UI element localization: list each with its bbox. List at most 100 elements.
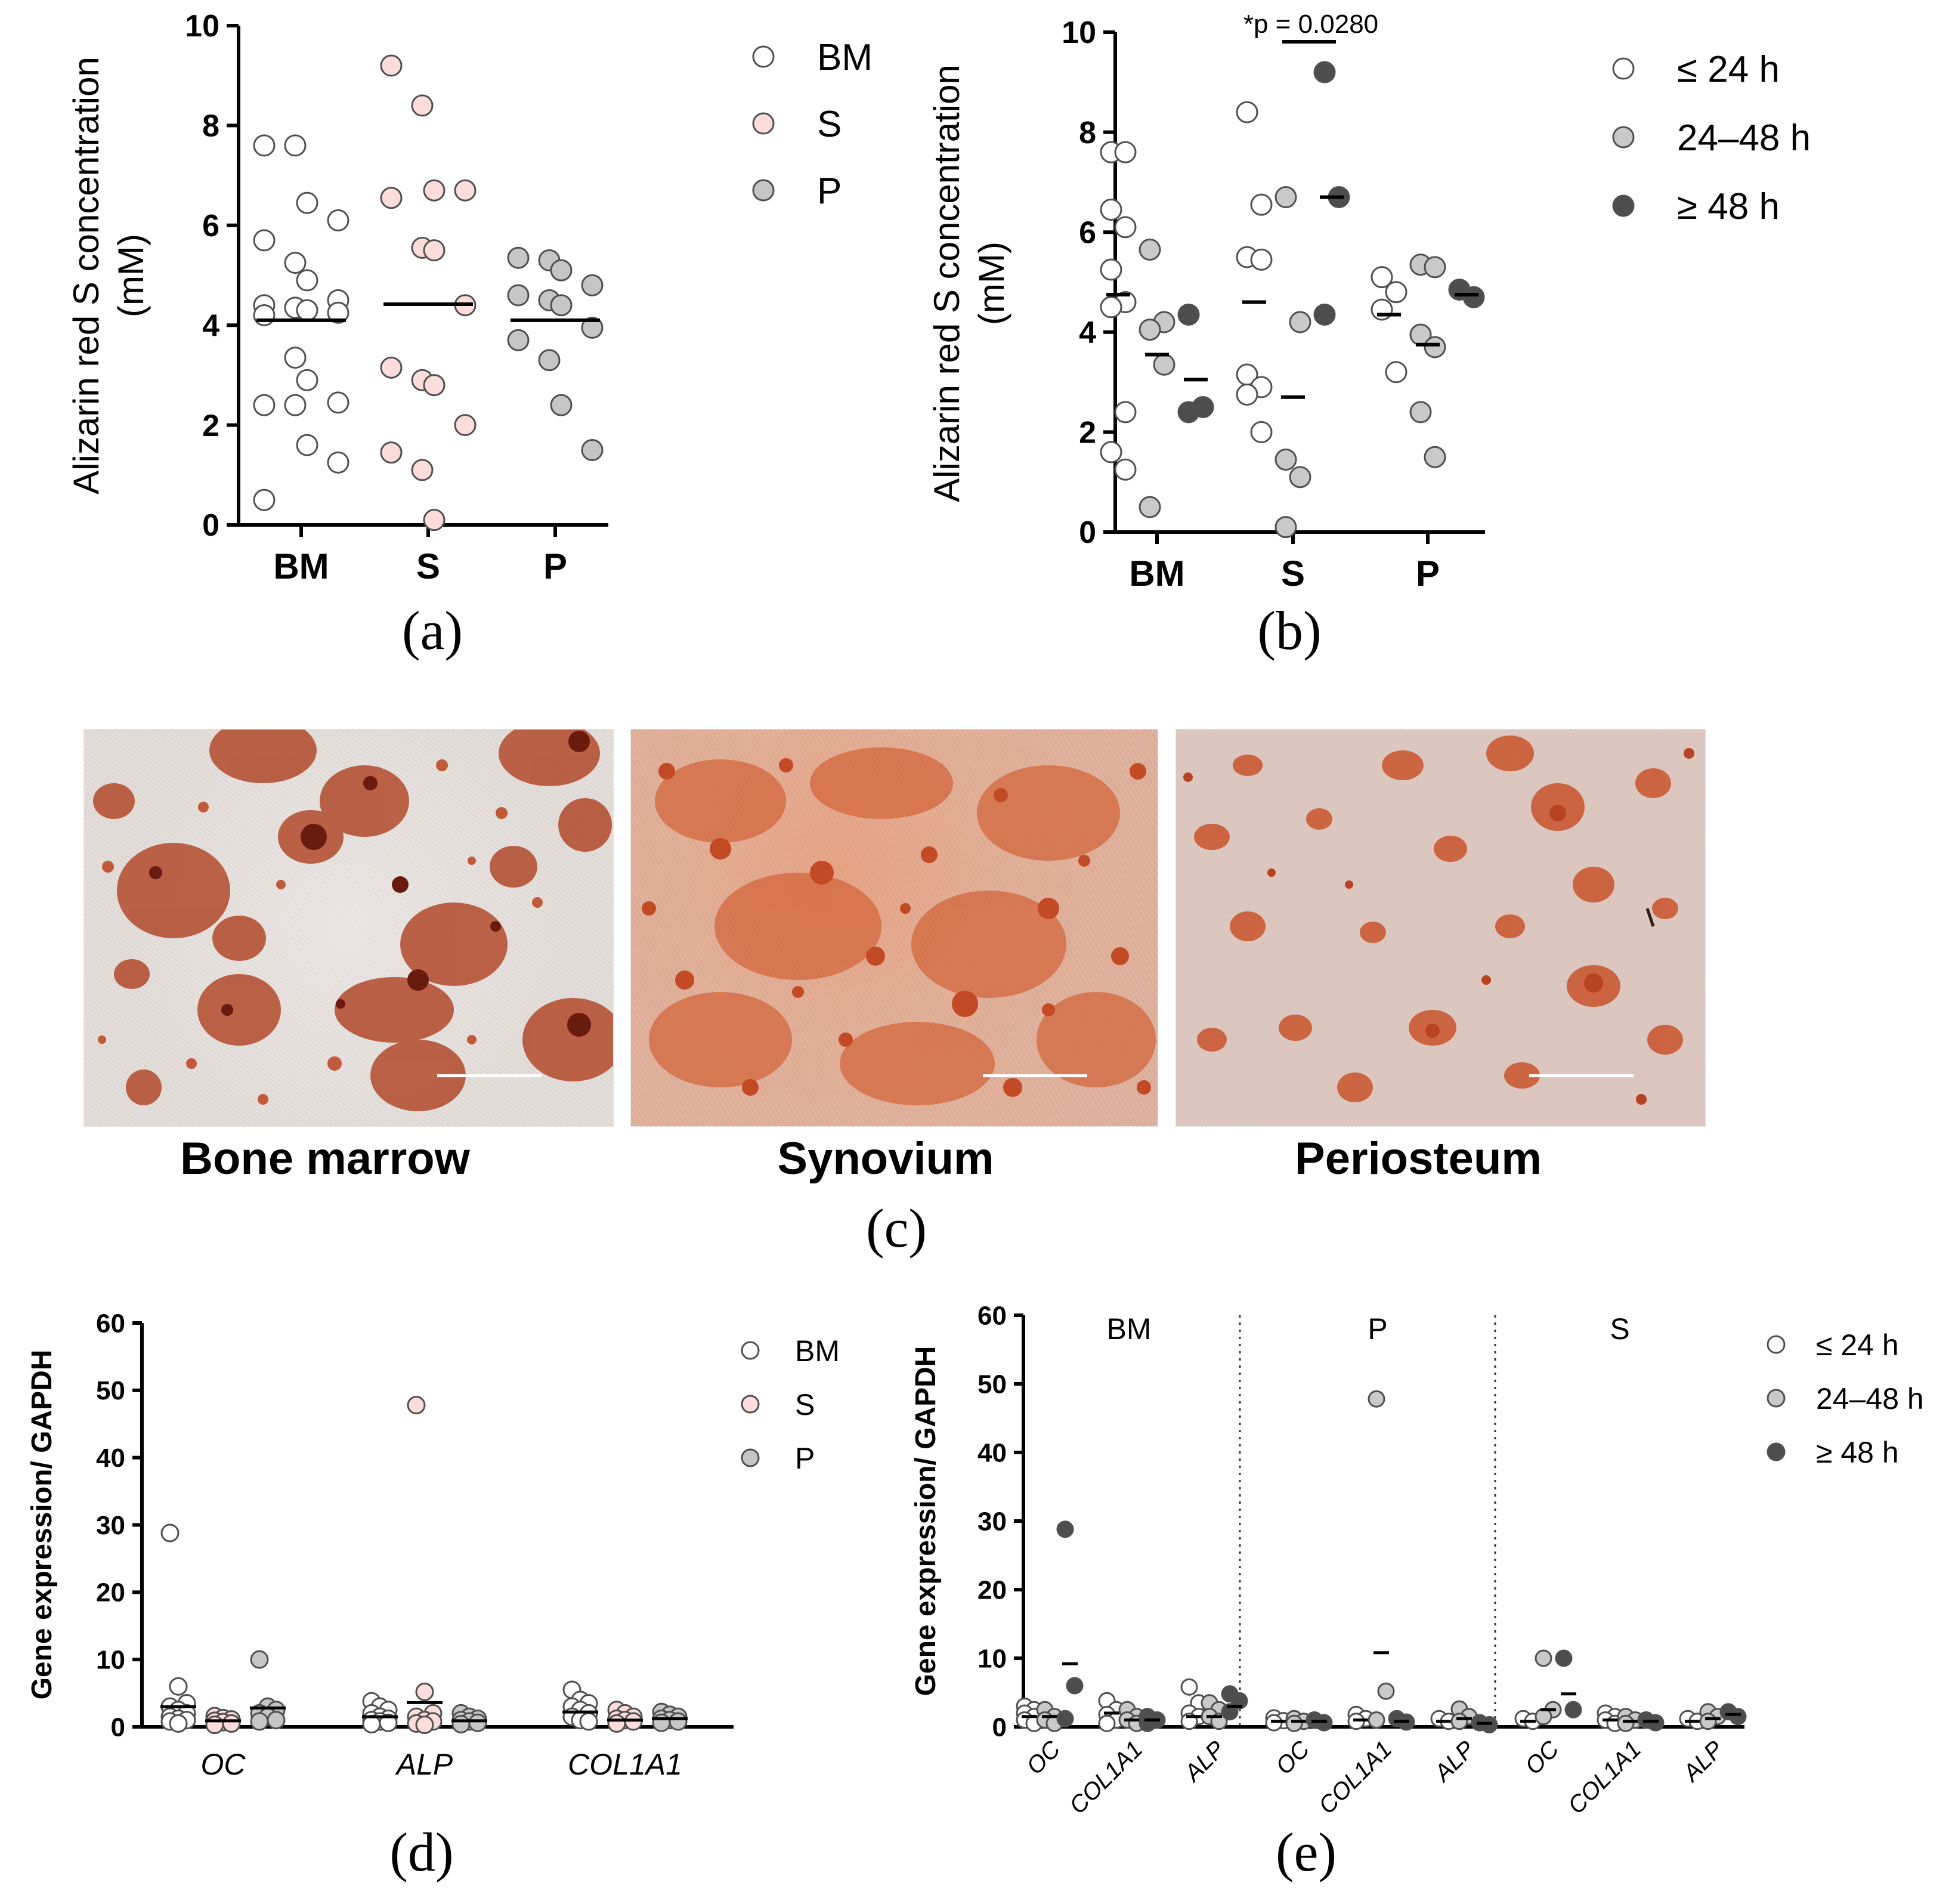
a-point-s	[454, 179, 477, 202]
a-point-bm	[296, 434, 318, 456]
e-x-tick-label-p-oc: OC	[1271, 1735, 1315, 1779]
b-point-bm-24-48-h	[1139, 319, 1161, 341]
a-x-tick-label-p: P	[543, 546, 567, 586]
b-point-s-24-48-h	[1274, 186, 1297, 209]
d-x-tick-label-oc: OC	[201, 1748, 246, 1781]
b-point-s-le-24-h	[1236, 101, 1258, 123]
b-point-s-le-24-h	[1250, 193, 1273, 216]
b-point-p-le-24-h	[1385, 361, 1407, 384]
b-legend-label-24-48-h: 24–48 h	[1677, 118, 1811, 159]
d-point-oc-p	[267, 1711, 286, 1730]
d-point-alp-p	[468, 1713, 487, 1732]
panel-e: 0 10 20 30 40 50 60 Gene expression/ GAPDH BM P S O…	[910, 1301, 1924, 1819]
b-point-s-24-48-h	[1289, 466, 1311, 489]
b-legend-marker-le-24-h	[1612, 57, 1635, 80]
b-y-axis-title-line2: (mM)	[972, 242, 1011, 325]
d-point-oc-s	[205, 1716, 224, 1735]
d-legend-label-bm: BM	[795, 1334, 840, 1368]
b-x-tick-label-bm: BM	[1129, 554, 1184, 594]
a-legend-marker-bm	[752, 45, 775, 68]
b-y-tick-label: 4	[1079, 316, 1096, 350]
panel-label-d: (d)	[389, 1822, 453, 1883]
panel-b: 0 2 4 6 8 10 Alizarin red S concentration (mM) B…	[927, 10, 1811, 594]
d-x-tick-label-alp: ALP	[395, 1748, 453, 1781]
a-legend-label-s: S	[817, 104, 842, 145]
a-point-s	[380, 54, 403, 77]
a-point-s	[411, 94, 434, 117]
a-x-tick-label-bm: BM	[273, 546, 329, 586]
e-point-p-alp-24-48-h	[1450, 1713, 1468, 1730]
e-point-s-col1a1-24-48-h	[1617, 1714, 1635, 1732]
a-point-p	[507, 284, 530, 307]
d-point-alp-bm	[362, 1714, 381, 1733]
b-y-tick-label: 6	[1079, 215, 1096, 250]
b-y-tick-label: 2	[1079, 416, 1096, 450]
a-point-s	[380, 187, 403, 209]
b-significance-label: *p = 0.0280	[1243, 10, 1378, 39]
a-point-bm	[253, 229, 276, 252]
a-point-p	[581, 274, 604, 296]
b-point-bm-le-24-h	[1100, 296, 1122, 319]
b-point-s-le-24-h	[1250, 421, 1273, 443]
b-point-bm-le-24-h	[1114, 458, 1137, 481]
b-x-tick-label-p: P	[1416, 554, 1440, 594]
b-point-bm-le-24-h	[1114, 216, 1137, 239]
panel-a: 0 2 4 6 8 10 Alizarin red S concentration (mM) B…	[66, 9, 873, 586]
d-y-tick-label: 0	[111, 1713, 125, 1742]
d-point-alp-s	[407, 1396, 426, 1415]
panel-d: 0 10 20 30 40 50 60 Gene expression/ GAPDH OC ALP…	[26, 1309, 840, 1781]
b-y-tick-label: 10	[1062, 16, 1096, 50]
e-legend-label-ge-48-h: ≥ 48 h	[1816, 1436, 1899, 1469]
b-y-tick-label: 0	[1079, 515, 1096, 550]
e-legend-marker-ge-48-h	[1767, 1442, 1786, 1461]
a-point-s	[423, 509, 446, 531]
a-point-bm	[296, 369, 318, 391]
d-point-alp-p	[451, 1714, 471, 1733]
a-point-bm	[296, 191, 318, 214]
e-legend-label-le-24-h: ≤ 24 h	[1816, 1328, 1899, 1362]
b-legend-label-ge-48-h: ≥ 48 h	[1677, 186, 1780, 227]
d-legend-marker-s	[741, 1395, 760, 1414]
a-point-bm	[253, 134, 276, 157]
a-legend-marker-p	[752, 179, 775, 202]
a-y-tick-label: 2	[202, 409, 219, 443]
b-point-bm-ge-48-h	[1177, 303, 1200, 326]
e-point-s-alp-24-48-h	[1699, 1713, 1717, 1730]
e-y-tick-label: 0	[992, 1713, 1007, 1742]
e-point-s-oc-ge-48-h	[1555, 1649, 1573, 1667]
panel-label-e: (e)	[1276, 1822, 1337, 1883]
d-point-oc-p	[250, 1650, 269, 1669]
e-legend-label-24-48-h: 24–48 h	[1816, 1382, 1924, 1415]
a-point-bm	[253, 489, 276, 511]
d-point-oc-p	[250, 1712, 269, 1731]
b-x-tick-label-s: S	[1281, 554, 1305, 594]
d-y-tick-label: 40	[96, 1444, 125, 1473]
image-title-periosteum: Periosteum	[1295, 1133, 1542, 1184]
d-y-tick-label: 30	[96, 1511, 125, 1540]
b-point-s-24-48-h	[1289, 311, 1311, 333]
e-point-p-col1a1-24-48-h	[1368, 1390, 1385, 1408]
a-y-tick-label: 4	[202, 308, 219, 343]
scale-bar	[437, 1074, 542, 1077]
e-point-s-oc-ge-48-h	[1564, 1701, 1582, 1718]
panel-label-a: (a)	[402, 600, 463, 661]
e-point-bm-col1a1-ge-48-h	[1139, 1714, 1156, 1732]
periosteum-micrograph	[1175, 729, 1706, 1127]
b-point-bm-24-48-h	[1139, 496, 1161, 518]
a-point-s	[380, 356, 403, 379]
e-point-bm-alp-le-24-h	[1180, 1678, 1198, 1696]
b-point-bm-ge-48-h	[1177, 401, 1200, 424]
e-y-tick-label: 30	[977, 1507, 1007, 1536]
e-point-p-col1a1-24-48-h	[1377, 1682, 1395, 1700]
panel-label-b: (b)	[1257, 600, 1321, 661]
d-legend-label-p: P	[795, 1442, 815, 1475]
a-point-bm	[296, 299, 318, 322]
b-point-bm-24-48-h	[1139, 239, 1161, 261]
a-point-s	[423, 374, 446, 397]
e-x-tick-label-bm-oc: OC	[1022, 1735, 1066, 1779]
b-point-p-le-24-h	[1385, 281, 1407, 304]
a-x-tick-label-s: S	[416, 546, 440, 586]
a-point-s	[423, 179, 446, 202]
a-y-tick-label: 0	[202, 508, 219, 543]
e-x-tick-label-p-alp: ALP	[1428, 1736, 1480, 1787]
